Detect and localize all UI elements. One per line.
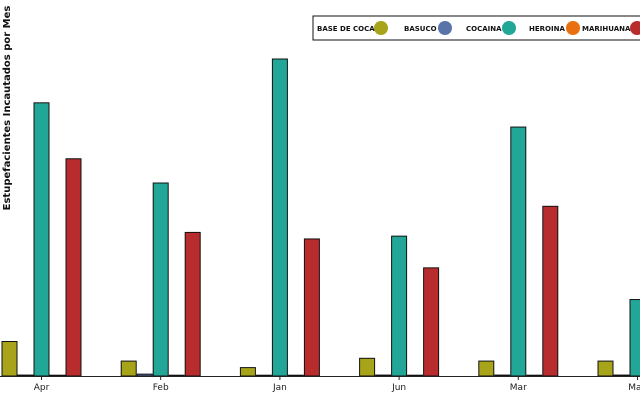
legend-label-basuco: BASUCO: [404, 25, 437, 33]
bar-cocaina-jan: [271, 58, 288, 377]
legend-marker-basuco: [438, 21, 452, 35]
x-tick-label-jun: Jun: [391, 383, 406, 393]
legend-marker-cocaina: [502, 21, 516, 35]
bar-heroina-jun: [407, 374, 424, 377]
x-tick-label-apr: Apr: [34, 383, 50, 393]
legend-marker-marihuana: [630, 21, 640, 35]
bars-group: [1, 58, 640, 377]
bar-marihuana-apr: [65, 158, 82, 377]
bar-marihuana-jun: [423, 267, 440, 377]
bar-heroina-apr: [49, 374, 66, 377]
bar-heroina-jan: [287, 374, 304, 377]
bar-base-de-coca-mar: [478, 360, 495, 377]
legend-label-marihuana: MARIHUANA: [582, 25, 631, 33]
legend-marker-heroina: [566, 21, 580, 35]
bar-base-de-coca-jun: [359, 357, 376, 377]
bar-base-de-coca-jan: [239, 367, 256, 377]
legend-label-heroina: HEROINA: [529, 25, 565, 33]
legend-label-cocaina: COCAINA: [466, 25, 502, 33]
bar-base-de-coca-may: [597, 360, 614, 377]
y-axis-label: Estupefacientes Incautados por Mes: [2, 6, 13, 211]
bar-basuco-mar: [494, 374, 511, 377]
bar-heroina-feb: [168, 374, 185, 377]
bar-cocaina-jun: [391, 235, 408, 377]
bar-basuco-jun: [375, 374, 392, 377]
bar-heroina-mar: [526, 374, 543, 377]
bar-cocaina-may: [629, 299, 640, 377]
bar-basuco-apr: [17, 374, 34, 377]
legend-marker-base-de-coca: [374, 21, 388, 35]
bar-marihuana-jan: [303, 238, 320, 377]
bar-basuco-feb: [136, 373, 153, 377]
legend: BASE DE COCA BASUCO COCAINA HEROINA MARIHUAN…: [312, 15, 640, 41]
legend-box: [312, 15, 640, 41]
x-tick-label-may: May: [628, 383, 640, 393]
x-tick-label-mar: Mar: [510, 383, 527, 393]
bar-cocaina-apr: [33, 102, 50, 377]
bar-marihuana-mar: [542, 205, 559, 377]
bar-marihuana-feb: [184, 231, 201, 377]
bar-cocaina-feb: [152, 182, 169, 377]
x-tick-label-jan: Jan: [272, 383, 287, 393]
x-tick-label-feb: Feb: [153, 383, 169, 393]
bar-basuco-jan: [255, 374, 272, 377]
bar-base-de-coca-apr: [1, 341, 18, 377]
bar-basuco-may: [613, 374, 630, 377]
x-ticks-group: Apr Feb Jan Jun Mar May: [34, 376, 640, 393]
legend-label-base-de-coca: BASE DE COCA: [317, 25, 375, 33]
bar-base-de-coca-feb: [120, 360, 137, 377]
bar-cocaina-mar: [510, 126, 527, 377]
